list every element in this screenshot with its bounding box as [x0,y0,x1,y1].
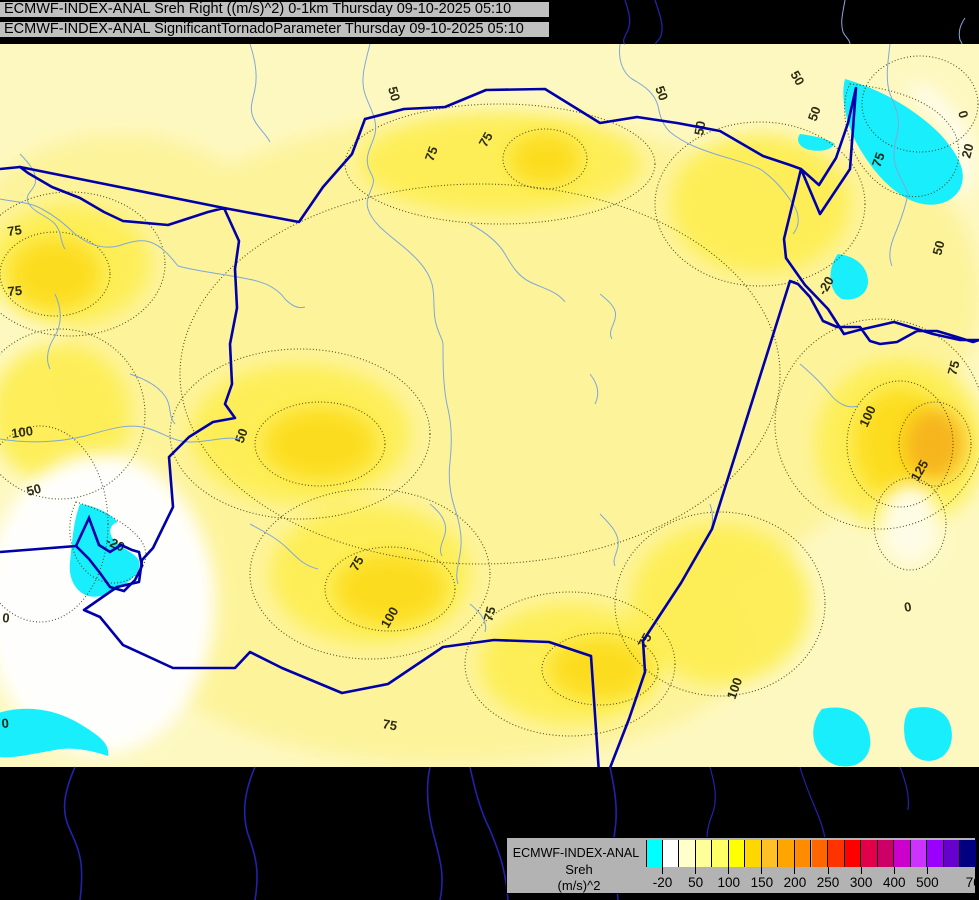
svg-text:0: 0 [1,715,10,731]
svg-text:100: 100 [10,423,34,441]
svg-text:75: 75 [381,716,398,733]
svg-text:75: 75 [6,222,22,239]
svg-text:0: 0 [2,610,11,626]
svg-text:75: 75 [7,283,23,299]
